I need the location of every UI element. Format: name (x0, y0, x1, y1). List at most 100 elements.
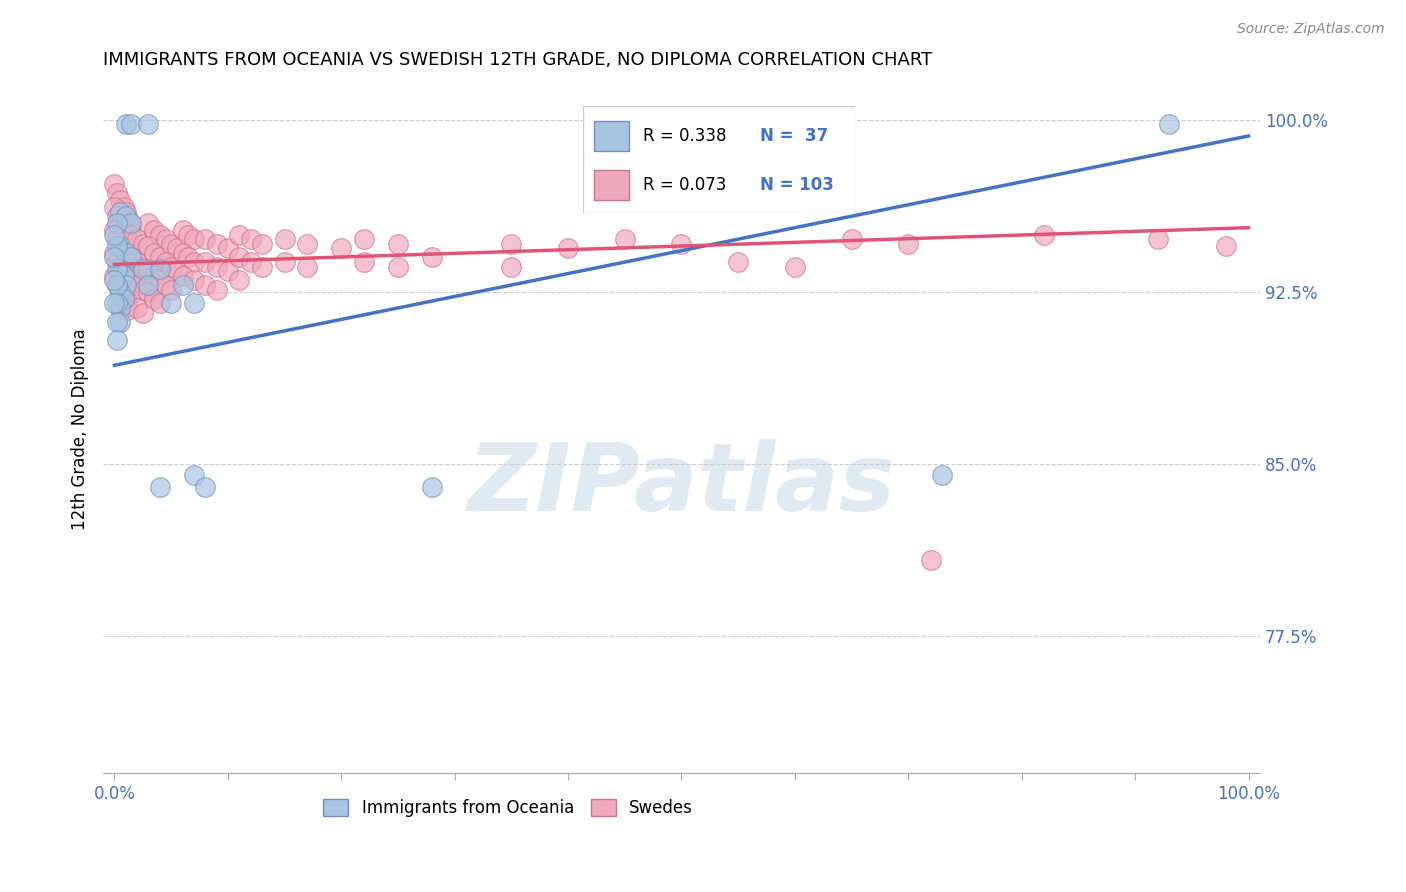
Point (103, 296, 125, 310)
Point (1159, 118, 1181, 132)
Point (114, 204, 136, 219)
Point (112, 292, 135, 306)
Point (194, 255, 217, 269)
Text: IMMIGRANTS FROM OCEANIA VS SWEDISH 12TH GRADE, NO DIPLOMA CORRELATION CHART: IMMIGRANTS FROM OCEANIA VS SWEDISH 12TH … (103, 51, 932, 69)
Legend: Immigrants from Oceania, Swedes: Immigrants from Oceania, Swedes (316, 792, 699, 823)
Point (105, 278, 128, 293)
Point (330, 241, 353, 255)
Point (143, 292, 166, 306)
Point (138, 239, 160, 253)
Point (143, 246, 166, 260)
Point (132, 236, 155, 251)
Point (149, 273, 172, 287)
Point (105, 216, 128, 230)
Point (420, 251, 443, 265)
Point (103, 223, 125, 237)
Point (172, 268, 194, 283)
Point (138, 285, 160, 299)
Point (297, 260, 319, 274)
Point (155, 278, 177, 293)
Point (177, 227, 200, 242)
Point (105, 255, 128, 269)
Point (931, 468, 953, 483)
Point (183, 296, 205, 310)
Point (114, 118, 136, 132)
Point (132, 262, 155, 277)
Point (121, 216, 143, 230)
Point (250, 236, 273, 251)
Point (132, 283, 155, 297)
Point (117, 303, 139, 318)
Point (108, 239, 131, 253)
Point (239, 255, 262, 269)
Point (149, 296, 172, 310)
Point (103, 177, 125, 191)
Point (121, 273, 143, 287)
Point (143, 268, 166, 283)
Point (121, 251, 143, 265)
Point (103, 227, 125, 242)
Point (112, 223, 135, 237)
Point (194, 232, 217, 246)
Point (105, 209, 128, 223)
Point (108, 216, 131, 230)
Point (671, 236, 693, 251)
Point (117, 280, 139, 294)
Point (117, 235, 139, 249)
Point (353, 255, 375, 269)
Point (114, 209, 136, 223)
Point (194, 278, 217, 293)
Point (143, 223, 166, 237)
Point (108, 285, 131, 299)
Point (727, 118, 749, 132)
Point (114, 278, 136, 293)
Point (121, 241, 143, 255)
Point (172, 278, 194, 293)
Point (420, 480, 443, 494)
Point (387, 260, 409, 274)
Point (105, 239, 128, 253)
Point (183, 255, 205, 269)
Point (205, 236, 228, 251)
Point (103, 200, 125, 214)
Point (228, 227, 250, 242)
Point (160, 296, 183, 310)
Point (103, 251, 125, 265)
Point (121, 287, 143, 301)
Point (138, 262, 160, 277)
Point (353, 232, 375, 246)
Point (783, 260, 806, 274)
Point (112, 246, 135, 260)
Point (205, 260, 228, 274)
Point (105, 186, 128, 201)
Point (105, 296, 128, 310)
Point (105, 333, 128, 347)
Point (297, 236, 319, 251)
Point (183, 468, 205, 483)
Point (103, 273, 125, 287)
Point (239, 232, 262, 246)
Point (112, 200, 135, 214)
Point (149, 262, 172, 277)
Point (105, 232, 128, 246)
Point (183, 232, 205, 246)
Point (160, 283, 183, 297)
Point (108, 262, 131, 277)
Point (155, 255, 177, 269)
Point (166, 241, 188, 255)
Point (114, 296, 136, 310)
Point (250, 260, 273, 274)
Point (387, 236, 409, 251)
Point (138, 216, 160, 230)
Point (121, 251, 143, 265)
Point (273, 232, 295, 246)
Point (112, 292, 135, 306)
Point (127, 278, 149, 293)
Point (613, 232, 636, 246)
Point (108, 262, 131, 277)
Point (1146, 232, 1168, 246)
Point (103, 268, 125, 283)
Point (127, 255, 149, 269)
Y-axis label: 12th Grade, No Diploma: 12th Grade, No Diploma (72, 328, 89, 531)
Point (132, 305, 155, 319)
